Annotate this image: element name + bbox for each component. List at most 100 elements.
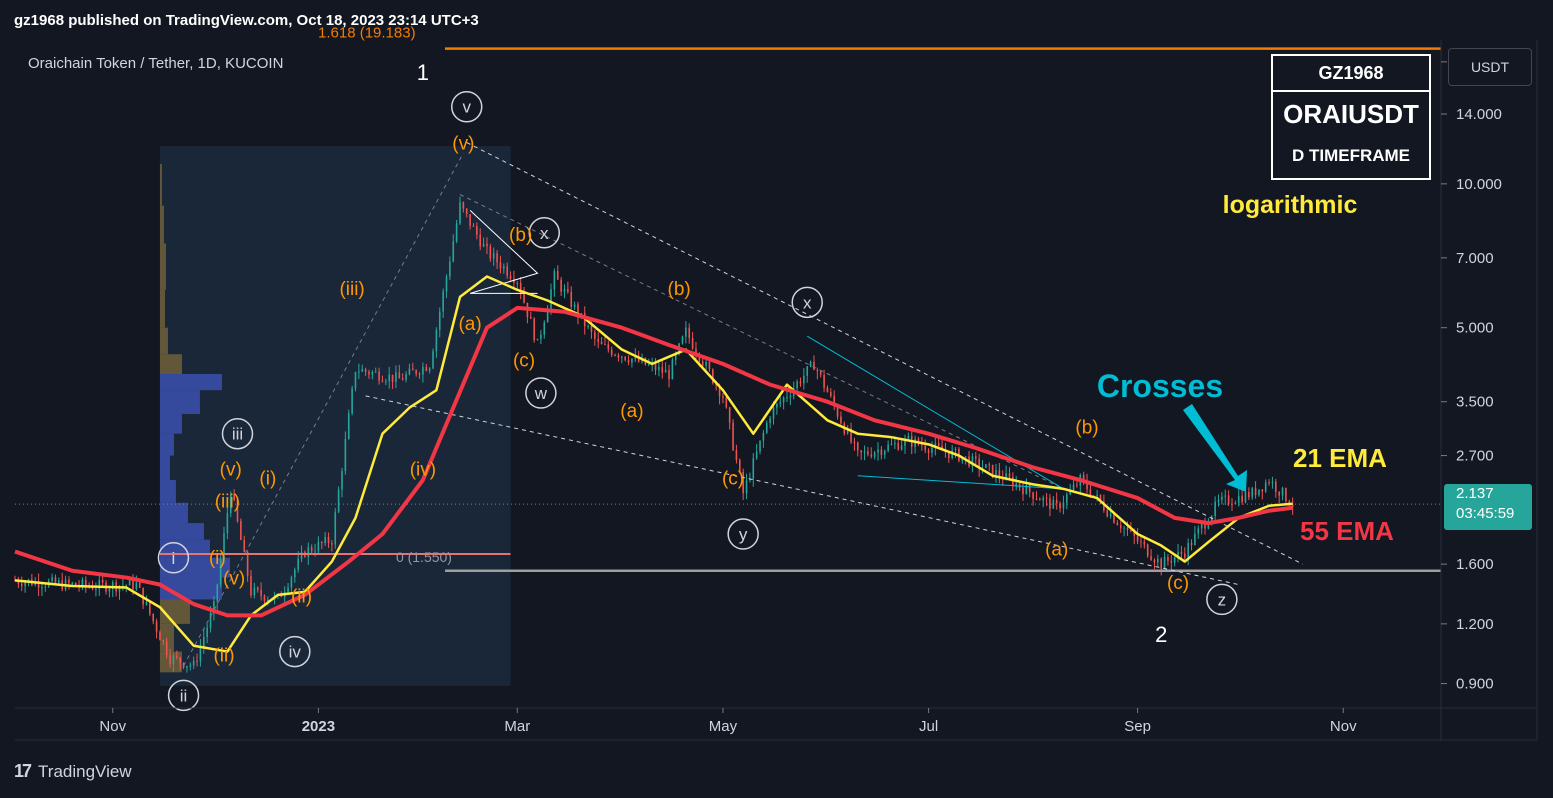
candle-body	[867, 451, 869, 455]
candle-body	[236, 499, 239, 521]
candle-body	[374, 371, 377, 373]
currency-button[interactable]: USDT	[1448, 48, 1532, 86]
wave-label-circled: x	[540, 224, 549, 243]
wave-circle	[221, 417, 254, 450]
volume-profile-bar	[159, 354, 182, 374]
candle-body	[1160, 558, 1162, 569]
candle-body	[327, 537, 330, 544]
candle-body	[1005, 473, 1007, 480]
candle-body	[361, 369, 364, 372]
y-tick-label: 5.000	[1456, 320, 1494, 337]
candle-body	[44, 586, 47, 588]
fib-lines: 1.618 (19.183) 0 (1.550)	[15, 25, 1441, 572]
candle-body	[594, 331, 596, 339]
y-tick-label: 14.000	[1456, 106, 1502, 123]
candle-body	[1113, 513, 1115, 523]
candle-body	[863, 451, 866, 453]
candle-body	[705, 361, 707, 366]
candle-body	[385, 381, 387, 383]
candle-body	[964, 456, 967, 458]
candle-body	[287, 587, 289, 593]
candle-body	[351, 388, 353, 414]
candle-body	[1248, 491, 1250, 498]
wave-label-minor: (v)	[223, 569, 245, 590]
candle-body	[1197, 528, 1200, 534]
candle-body	[937, 443, 940, 446]
candle-body	[479, 234, 482, 247]
candle-body	[418, 373, 421, 375]
candle-body	[1032, 492, 1034, 499]
candle-body	[398, 372, 401, 379]
candle-body	[155, 621, 158, 632]
candle-body	[1052, 499, 1055, 509]
candle-body	[833, 395, 835, 406]
candle-body	[668, 370, 670, 380]
candle-body	[624, 356, 626, 361]
candle-body	[1204, 524, 1206, 529]
candle-body	[1022, 487, 1024, 495]
volume-profile-bar	[159, 455, 170, 481]
candle-body	[1130, 529, 1132, 531]
candle-body	[728, 407, 731, 423]
candle-body	[978, 458, 980, 469]
candle-body	[165, 641, 168, 656]
candle-body	[1099, 494, 1102, 502]
candle-body	[1241, 495, 1243, 503]
candle-body	[1275, 481, 1277, 492]
candle-body	[108, 588, 111, 592]
candle-body	[1234, 503, 1237, 505]
candle-body	[196, 660, 198, 662]
volume-profile-bar	[159, 413, 182, 434]
candle-body	[516, 282, 519, 284]
x-tick-label: Mar	[504, 718, 530, 735]
candle-body	[1042, 497, 1045, 501]
candle-body	[435, 329, 438, 352]
candle-body	[796, 381, 798, 389]
candle-body	[840, 416, 842, 424]
candle-body	[253, 587, 256, 596]
candle-body	[786, 397, 788, 399]
candle-body	[1055, 499, 1058, 504]
candle-body	[1281, 488, 1284, 496]
y-tick-label: 7.000	[1456, 250, 1494, 267]
candle-body	[499, 262, 502, 269]
candle-body	[685, 327, 687, 337]
candle-body	[462, 202, 465, 209]
wave-label-minor: (iii)	[215, 492, 240, 513]
candle-body	[1072, 484, 1075, 490]
candle-body	[813, 361, 815, 371]
candle-body	[240, 520, 242, 541]
fib-zero-label: 0 (1.550)	[396, 549, 452, 565]
candle-body	[101, 579, 104, 583]
x-tick-label: Jul	[919, 718, 938, 735]
wave-label-minor: (b)	[668, 279, 691, 300]
wave-label-minor: (i)	[209, 548, 226, 569]
tradingview-brand[interactable]: 17 TradingView	[14, 761, 132, 782]
candle-body	[118, 585, 121, 592]
candle-body	[529, 316, 532, 319]
brand-name: TradingView	[38, 761, 132, 781]
candle-body	[310, 547, 313, 552]
candle-body	[600, 341, 603, 345]
candle-body	[149, 602, 151, 614]
candle-body	[1103, 501, 1105, 511]
candle-body	[267, 599, 269, 601]
candle-body	[51, 577, 53, 581]
candle-body	[725, 397, 728, 408]
candle-body	[202, 637, 205, 647]
ema55-line	[14, 305, 1293, 618]
candle-body	[1076, 484, 1078, 486]
candle-body	[587, 325, 589, 327]
candle-body	[17, 580, 20, 584]
candle-body	[634, 355, 637, 359]
candle-body	[1194, 533, 1196, 545]
candle-body	[671, 359, 674, 380]
candle-body	[1227, 495, 1230, 504]
candle-body	[189, 665, 192, 667]
candle-body	[1045, 497, 1048, 499]
candle-body	[1173, 557, 1176, 563]
candle-body	[1062, 502, 1065, 509]
volume-profile-bar	[159, 243, 166, 290]
candle-body	[647, 364, 650, 366]
